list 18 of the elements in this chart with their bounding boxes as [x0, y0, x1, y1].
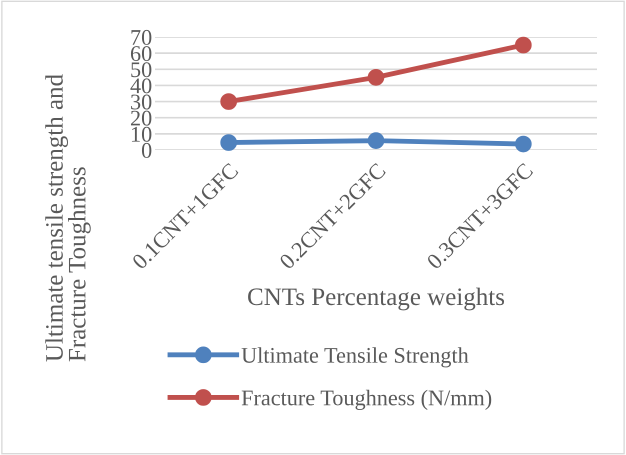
y-tick-label: 30	[131, 94, 152, 110]
y-tick-label: 20	[130, 110, 152, 126]
point	[368, 69, 384, 86]
point	[515, 36, 532, 54]
legend-label: Fracture Toughness (N/mm)	[242, 390, 492, 410]
point	[220, 93, 237, 110]
legend-label: Ultimate Tensile Strength	[242, 347, 468, 368]
point	[368, 132, 384, 149]
y-tick-label: 40	[130, 78, 152, 94]
y-tick-label: 50	[131, 62, 152, 78]
y-tick-label: 60	[130, 46, 152, 62]
y-tick-label: 70	[131, 30, 152, 45]
point	[220, 134, 237, 151]
point	[515, 136, 532, 152]
y-tick-label: 0	[142, 142, 152, 158]
y-tick-label: 10	[132, 126, 152, 142]
x-axis-title: CNTs Percentage weights	[248, 288, 504, 310]
y-axis-title: Ultimate tensile strength and Fracture Toughness	[45, 74, 91, 362]
